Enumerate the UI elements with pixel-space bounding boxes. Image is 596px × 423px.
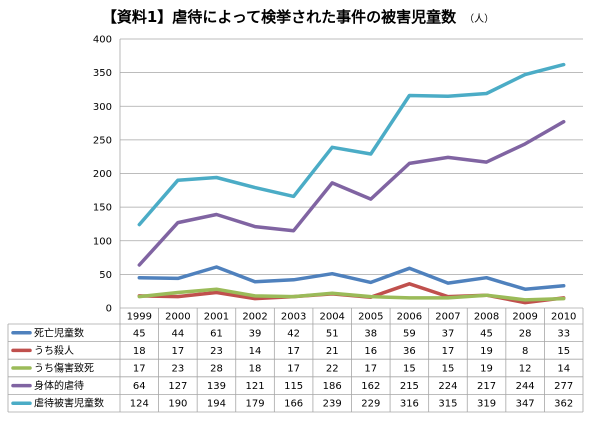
chart-title-text: 【資料1】虐待によって検挙された事件の被害児童数 bbox=[101, 8, 457, 26]
data-cell: 19 bbox=[480, 346, 493, 357]
legend-label-2: うち傷害致死 bbox=[34, 362, 94, 375]
x-tick-label: 2003 bbox=[281, 312, 306, 323]
data-cell: 38 bbox=[364, 328, 377, 339]
data-cell: 224 bbox=[438, 381, 457, 392]
data-cell: 244 bbox=[516, 381, 535, 392]
data-cell: 44 bbox=[172, 328, 185, 339]
data-cell: 59 bbox=[403, 328, 416, 339]
data-cell: 42 bbox=[287, 328, 300, 339]
data-cell: 16 bbox=[364, 346, 377, 357]
data-cell: 28 bbox=[210, 364, 223, 375]
data-cell: 115 bbox=[284, 381, 303, 392]
data-cell: 139 bbox=[207, 381, 226, 392]
y-tick-label: 50 bbox=[99, 270, 112, 281]
data-cell: 45 bbox=[480, 328, 493, 339]
data-cell: 215 bbox=[400, 381, 419, 392]
y-tick-label: 150 bbox=[93, 203, 112, 214]
series-line-0 bbox=[137, 265, 566, 291]
data-cell: 162 bbox=[361, 381, 380, 392]
data-cell: 15 bbox=[403, 364, 416, 375]
data-cell: 124 bbox=[130, 399, 149, 410]
legend-label-0: 死亡児童数 bbox=[34, 326, 84, 339]
data-cell: 347 bbox=[516, 399, 535, 410]
data-cell: 316 bbox=[400, 399, 419, 410]
data-cell: 127 bbox=[168, 381, 187, 392]
data-cell: 18 bbox=[133, 346, 146, 357]
data-cell: 315 bbox=[438, 399, 457, 410]
data-cell: 28 bbox=[519, 328, 532, 339]
data-cell: 362 bbox=[554, 399, 573, 410]
data-cell: 61 bbox=[210, 328, 223, 339]
chart-title: 【資料1】虐待によって検挙された事件の被害児童数 （人） bbox=[0, 6, 596, 27]
x-tick-label: 2004 bbox=[319, 312, 344, 323]
data-cell: 23 bbox=[210, 346, 223, 357]
data-cell: 23 bbox=[172, 364, 185, 375]
y-tick-label: 350 bbox=[93, 68, 112, 79]
x-tick-label: 2008 bbox=[474, 312, 499, 323]
y-axis-ticks: 0 50 100 150 200 250 300 350 400 bbox=[93, 35, 112, 315]
data-cell: 14 bbox=[557, 364, 570, 375]
x-tick-label: 1999 bbox=[127, 312, 152, 323]
data-cell: 36 bbox=[403, 346, 416, 357]
data-cell: 194 bbox=[207, 399, 226, 410]
series-line-4 bbox=[137, 62, 566, 227]
data-cell: 14 bbox=[249, 346, 262, 357]
x-tick-label: 2005 bbox=[358, 312, 383, 323]
data-cell: 121 bbox=[245, 381, 264, 392]
x-tick-label: 2001 bbox=[204, 312, 229, 323]
data-cell: 179 bbox=[245, 399, 264, 410]
data-cell: 33 bbox=[557, 328, 570, 339]
y-tick-label: 250 bbox=[93, 135, 112, 146]
data-cell: 45 bbox=[133, 328, 146, 339]
legend-label-4: 虐待被害児童数 bbox=[34, 397, 104, 410]
series-line-2 bbox=[137, 287, 566, 302]
data-cell: 18 bbox=[249, 364, 262, 375]
data-cell: 190 bbox=[168, 399, 187, 410]
data-cell: 229 bbox=[361, 399, 380, 410]
data-cell: 37 bbox=[442, 328, 455, 339]
data-cell: 17 bbox=[364, 364, 377, 375]
legend-label-1: うち殺人 bbox=[34, 344, 74, 357]
x-tick-label: 2000 bbox=[165, 312, 190, 323]
data-cell: 239 bbox=[323, 399, 342, 410]
x-tick-label: 2002 bbox=[242, 312, 267, 323]
y-tick-label: 200 bbox=[93, 169, 112, 180]
data-table: 1999 2000 2001 2002 2003 2004 2005 2006 2007 2008… bbox=[7, 308, 584, 413]
data-cell: 21 bbox=[326, 346, 339, 357]
x-tick-label: 2010 bbox=[551, 312, 576, 323]
x-tick-label: 2006 bbox=[397, 312, 422, 323]
x-tick-label: 2009 bbox=[512, 312, 537, 323]
data-cell: 17 bbox=[133, 364, 146, 375]
data-cell: 17 bbox=[287, 346, 300, 357]
data-cell: 217 bbox=[477, 381, 496, 392]
data-cell: 186 bbox=[323, 381, 342, 392]
legend-label-3: 身体的虐待 bbox=[34, 379, 84, 392]
y-tick-label: 400 bbox=[93, 35, 112, 46]
data-cell: 8 bbox=[522, 346, 528, 357]
series-line-3 bbox=[137, 119, 566, 267]
data-cell: 12 bbox=[519, 364, 532, 375]
data-cell: 17 bbox=[287, 364, 300, 375]
unit-label: （人） bbox=[464, 14, 495, 25]
y-tick-label: 300 bbox=[93, 102, 112, 113]
data-cell: 39 bbox=[249, 328, 262, 339]
data-cell: 15 bbox=[442, 364, 455, 375]
y-tick-label: 0 bbox=[106, 304, 112, 315]
data-cell: 64 bbox=[133, 381, 146, 392]
data-cell: 17 bbox=[172, 346, 185, 357]
data-cell: 51 bbox=[326, 328, 339, 339]
data-cell: 22 bbox=[326, 364, 339, 375]
series-lines bbox=[137, 62, 566, 305]
data-cell: 319 bbox=[477, 399, 496, 410]
x-tick-label: 2007 bbox=[435, 312, 460, 323]
data-cell: 277 bbox=[554, 381, 573, 392]
y-tick-label: 100 bbox=[93, 236, 112, 247]
data-cell: 19 bbox=[480, 364, 493, 375]
data-cell: 166 bbox=[284, 399, 303, 410]
data-cell: 15 bbox=[557, 346, 570, 357]
data-cell: 17 bbox=[442, 346, 455, 357]
